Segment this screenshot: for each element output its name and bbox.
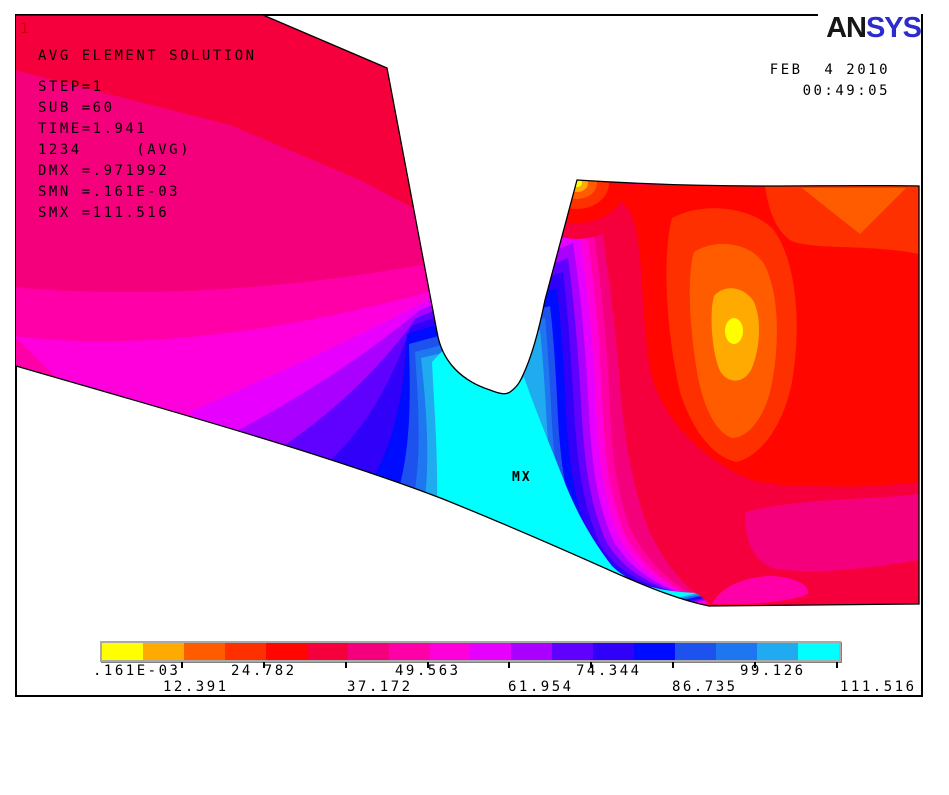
legend-label-min: .161E-03	[93, 663, 181, 679]
legend-label-49563: 49.563	[395, 663, 461, 679]
ansys-logo-sys: SYS	[865, 11, 922, 44]
legend-segment-10	[511, 643, 553, 660]
legend-tick	[180, 662, 183, 668]
bottom-right-band-6	[744, 494, 919, 572]
legend-segment-16	[757, 643, 798, 660]
legend-tick	[344, 662, 347, 668]
info-line-title: AVG ELEMENT SOLUTION	[38, 48, 257, 64]
info-line-step: STEP=1	[38, 79, 104, 95]
legend-segment-0	[102, 643, 143, 660]
legend-label-86735: 86.735	[672, 679, 738, 695]
solution-info-block: AVG ELEMENT SOLUTION STEP=1 SUB =60 TIME…	[38, 46, 257, 224]
legend-tick	[262, 662, 265, 668]
legend-segment-8	[429, 643, 471, 660]
legend-tick	[754, 662, 757, 668]
legend-segment-17	[797, 643, 839, 660]
legend-segment-6	[347, 643, 389, 660]
hotspot-core	[725, 318, 743, 344]
legend-label-24782: 24.782	[231, 663, 297, 679]
plot-number: 1	[20, 21, 31, 37]
legend-segment-9	[470, 643, 512, 660]
bottom-edge-band-7	[712, 576, 809, 605]
info-line-smx: SMX =111.516	[38, 205, 170, 221]
right-top-band-2	[802, 188, 906, 234]
legend-tick	[426, 662, 429, 668]
info-line-time: TIME=1.941	[38, 121, 148, 137]
ansys-logo: AN SYS	[818, 8, 922, 48]
legend-segment-11	[552, 643, 594, 660]
legend-segment-12	[593, 643, 635, 660]
info-line-sub: SUB =60	[38, 100, 115, 116]
legend-segment-1	[142, 643, 184, 660]
legend-label-max: 111.516	[840, 679, 917, 695]
legend-segment-13	[634, 643, 676, 660]
legend-tick	[590, 662, 593, 668]
legend-label-61954: 61.954	[508, 679, 574, 695]
legend-label-99126: 99.126	[740, 663, 806, 679]
legend-segment-14	[675, 643, 717, 660]
legend-segment-7	[388, 643, 430, 660]
info-line-dmx: DMX =.971992	[38, 163, 170, 179]
datetime-block: FEB 4 2010 00:49:05	[770, 60, 890, 102]
part-outline	[15, 14, 920, 607]
legend-bar	[100, 641, 841, 662]
max-location-marker: MX	[512, 470, 532, 485]
time-label: 00:49:05	[802, 83, 890, 99]
legend-label-74344: 74.344	[576, 663, 642, 679]
legend-segment-4	[265, 643, 307, 660]
legend-tick	[672, 662, 675, 668]
info-line-smn: SMN =.161E-03	[38, 184, 181, 200]
legend-label-12391: 12.391	[163, 679, 229, 695]
legend-tick	[836, 662, 838, 668]
legend-segment-5	[306, 643, 348, 660]
info-line-item: 1234 (AVG)	[38, 142, 192, 158]
legend-segment-2	[183, 643, 225, 660]
legend-ticks	[100, 662, 838, 669]
legend-label-37172: 37.172	[347, 679, 413, 695]
legend-segment-15	[716, 643, 757, 660]
legend-tick	[508, 662, 511, 668]
ansys-logo-an: AN	[826, 11, 867, 44]
legend-segment-3	[224, 643, 266, 660]
date-label: FEB 4 2010	[769, 62, 890, 78]
